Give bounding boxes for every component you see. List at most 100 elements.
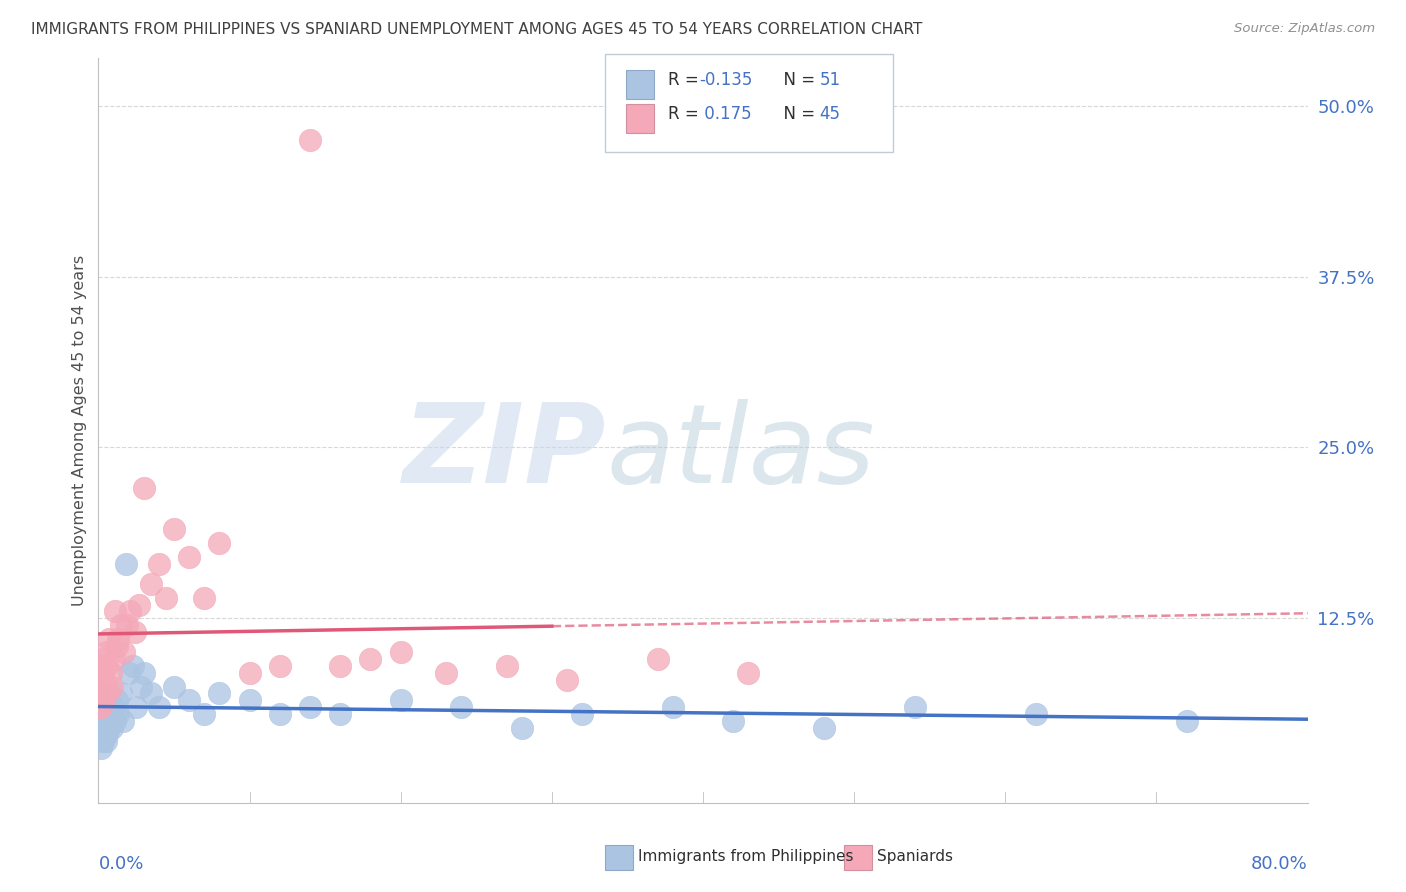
Point [904,700,927,714]
Point [103,652,125,666]
Point [128,598,150,612]
Point [94,680,117,694]
Point [555,673,578,687]
Y-axis label: Unemployment Among Ages 45 to 54 years: Unemployment Among Ages 45 to 54 years [72,255,87,606]
Point [96,659,118,673]
Point [96,706,118,721]
Text: ZIP: ZIP [402,400,606,507]
Point [179,549,201,564]
Point [114,557,136,571]
Point [193,591,215,605]
Point [299,133,322,147]
Text: 0.0%: 0.0% [98,855,143,872]
Point [132,665,155,680]
Point [120,605,142,619]
Point [141,577,163,591]
Point [89,700,111,714]
Point [93,693,115,707]
Point [661,700,683,714]
Text: atlas: atlas [606,400,875,507]
Point [571,706,593,721]
Point [90,741,112,756]
Point [389,693,412,707]
Point [90,714,112,728]
Text: 80.0%: 80.0% [1251,855,1308,872]
Point [96,727,118,741]
Point [100,665,122,680]
Point [148,700,170,714]
Point [90,686,112,700]
Point [118,665,141,680]
Point [89,727,111,741]
Point [100,706,122,721]
Point [93,727,115,741]
Point [87,680,110,694]
Point [179,693,201,707]
Point [90,665,112,680]
Text: Spaniards: Spaniards [877,849,953,863]
Point [105,693,128,707]
Point [208,686,231,700]
Text: R =: R = [668,71,704,89]
Point [124,624,146,639]
Point [737,665,759,680]
Point [723,714,745,728]
Point [163,523,186,537]
Text: 45: 45 [820,105,841,123]
Point [450,700,472,714]
Point [89,659,111,673]
Point [94,734,117,748]
Text: -0.135: -0.135 [699,71,752,89]
Point [94,693,117,707]
Point [239,693,262,707]
Point [269,659,291,673]
Point [104,605,127,619]
Point [1175,714,1198,728]
Point [91,734,114,748]
Point [87,714,110,728]
Point [239,665,262,680]
Text: Source: ZipAtlas.com: Source: ZipAtlas.com [1234,22,1375,36]
Point [107,706,129,721]
Point [647,652,669,666]
Point [89,700,111,714]
Point [389,645,412,659]
Point [91,686,114,700]
Point [122,659,145,673]
Point [98,721,121,735]
Point [129,680,152,694]
Point [91,721,114,735]
Point [111,714,134,728]
Point [141,686,163,700]
Point [91,700,114,714]
Point [329,659,352,673]
Point [495,659,517,673]
Point [434,665,457,680]
Point [193,706,215,721]
Point [299,700,322,714]
Point [91,652,114,666]
Point [94,645,117,659]
Point [104,714,127,728]
Point [155,591,177,605]
Point [813,721,835,735]
Point [110,686,132,700]
Point [98,700,121,714]
Point [163,680,186,694]
Point [269,706,291,721]
Point [115,618,138,632]
Text: N =: N = [773,105,821,123]
Point [98,632,121,646]
Point [125,700,148,714]
Point [105,639,128,653]
Text: N =: N = [773,71,821,89]
Point [101,721,124,735]
Text: IMMIGRANTS FROM PHILIPPINES VS SPANIARD UNEMPLOYMENT AMONG AGES 45 TO 54 YEARS C: IMMIGRANTS FROM PHILIPPINES VS SPANIARD … [31,22,922,37]
Point [112,645,135,659]
Text: Immigrants from Philippines: Immigrants from Philippines [638,849,853,863]
Point [110,618,132,632]
Point [208,536,231,550]
Point [93,706,115,721]
Text: 0.175: 0.175 [699,105,751,123]
Point [93,673,115,687]
